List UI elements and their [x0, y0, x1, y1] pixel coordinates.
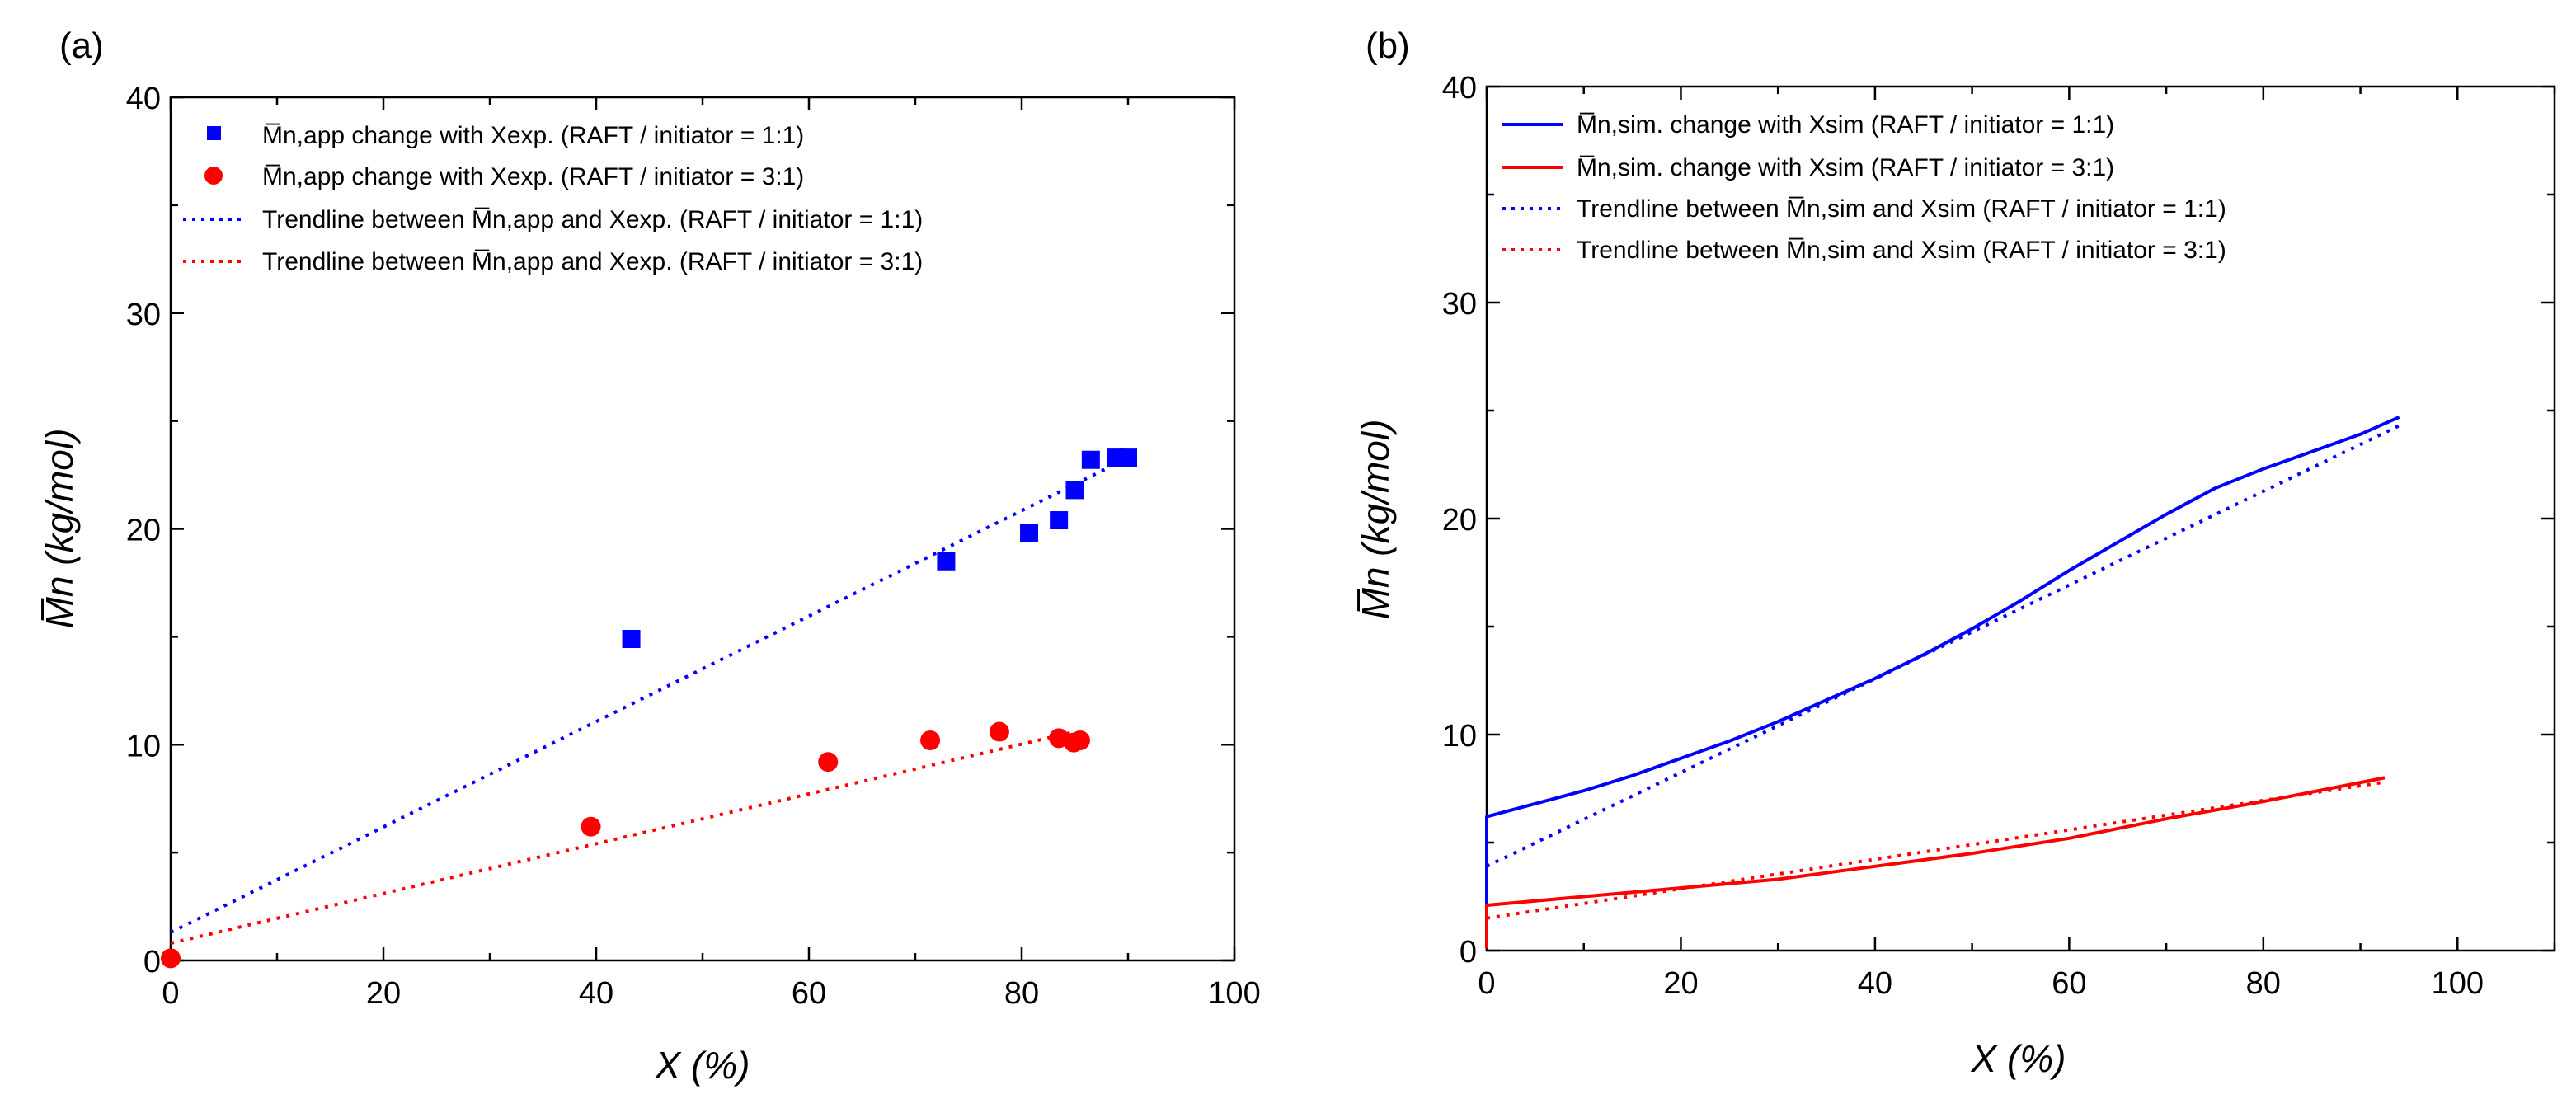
panel-a: (a) 0 20 40 60 80 100 0 10 20 30 40 X (%…: [38, 26, 1261, 1087]
data-point-square: [1065, 481, 1084, 500]
legend-entry: Trendline between M̅n,sim and Xsim (RAFT…: [1577, 237, 2226, 264]
panel-b-series: [1485, 416, 2400, 949]
panel-b-y-tick-label: 0: [1460, 935, 1477, 970]
legend-entry: M̅n,sim. change with Xsim (RAFT / initia…: [1577, 111, 2114, 139]
panel-a-x-axis-title: X (%): [655, 1044, 750, 1087]
panel-b-y-tick-label: 30: [1442, 287, 1477, 322]
panel-a-x-tick-label: 60: [792, 976, 826, 1011]
panel-a-x-tick-labels: 0 20 40 60 80 100: [162, 976, 1260, 1011]
panel-b: (b) 0 20 40 60 80 100 0 10 20 30 40 X (%…: [1354, 26, 2556, 1080]
panel-a-y-tick-labels: 0 10 20 30 40: [126, 82, 161, 979]
panel-a-y-tick-label: 30: [126, 298, 161, 332]
data-point-circle: [161, 948, 181, 969]
legend-entry: Trendline between M̅n,sim and Xsim (RAFT…: [1577, 195, 2226, 223]
panel-a-y-tick-label: 40: [126, 82, 161, 116]
series-line: [1485, 776, 2386, 949]
data-point-square: [937, 552, 956, 571]
panel-a-x-tick-label: 20: [366, 976, 401, 1011]
panel-a-x-tick-label: 40: [579, 976, 613, 1011]
panel-b-x-tick-label: 0: [1478, 966, 1495, 1001]
panel-a-series: [161, 448, 1137, 969]
data-point-circle: [818, 752, 839, 773]
panel-a-ticks: [169, 96, 1236, 962]
legend-entry: M̅n,app change with Xexp. (RAFT / initia…: [262, 122, 804, 149]
data-point-circle: [1069, 730, 1090, 751]
panel-a-y-tick-label: 0: [143, 945, 161, 979]
panel-b-y-axis-title: M̅n (kg/mol): [1354, 420, 1397, 620]
panel-b-y-tick-label: 20: [1442, 503, 1477, 538]
data-point-circle: [581, 816, 601, 837]
panel-a-x-tick-label: 0: [162, 976, 179, 1011]
panel-b-label: (b): [1366, 26, 1410, 66]
data-point-circle: [920, 730, 941, 751]
data-point-square: [1081, 450, 1100, 469]
data-point-square: [1020, 524, 1039, 542]
panel-b-legend: M̅n,sim. change with Xsim (RAFT / initia…: [1502, 111, 2226, 264]
panel-b-x-axis-title: X (%): [1971, 1037, 2066, 1080]
panel-b-x-tick-label: 60: [2052, 966, 2086, 1001]
trendline: [170, 730, 1075, 946]
trendline: [1486, 424, 2400, 868]
panel-a-legend: M̅n,app change with Xexp. (RAFT / initia…: [183, 122, 923, 275]
legend-entry: M̅n,sim. change with Xsim (RAFT / initia…: [1577, 154, 2114, 181]
data-point-square: [622, 629, 641, 648]
panel-a-x-tick-label: 80: [1004, 976, 1039, 1011]
panel-b-y-tick-labels: 0 10 20 30 40: [1442, 71, 1477, 970]
legend-entry: Trendline between M̅n,app and Xexp. (RAF…: [262, 206, 923, 233]
trendline: [170, 467, 1108, 934]
panel-b-x-tick-label: 100: [2432, 966, 2484, 1001]
panel-a-label: (a): [59, 26, 104, 66]
legend-square-marker: [207, 126, 221, 140]
panel-b-x-tick-label: 80: [2246, 966, 2281, 1001]
panel-b-x-tick-label: 20: [1663, 966, 1698, 1001]
panel-a-y-tick-label: 10: [126, 729, 161, 763]
legend-circle-marker: [204, 167, 223, 185]
data-point-square: [1119, 448, 1137, 467]
data-point-circle: [989, 721, 1009, 742]
panel-b-x-tick-label: 40: [1858, 966, 1892, 1001]
panel-b-y-tick-label: 10: [1442, 719, 1477, 754]
panel-a-x-tick-label: 100: [1208, 976, 1260, 1011]
legend-entry: M̅n,app change with Xexp. (RAFT / initia…: [262, 163, 804, 190]
panel-a-y-tick-label: 20: [126, 514, 161, 548]
panel-b-x-tick-labels: 0 20 40 60 80 100: [1478, 966, 2484, 1001]
trendline: [1486, 780, 2386, 920]
data-point-square: [1050, 511, 1069, 530]
panel-b-y-tick-label: 40: [1442, 71, 1477, 106]
panel-a-y-axis-title: M̅n (kg/mol): [38, 429, 81, 629]
legend-entry: Trendline between M̅n,app and Xexp. (RAF…: [262, 248, 923, 275]
data-point-circle: [1049, 728, 1069, 749]
